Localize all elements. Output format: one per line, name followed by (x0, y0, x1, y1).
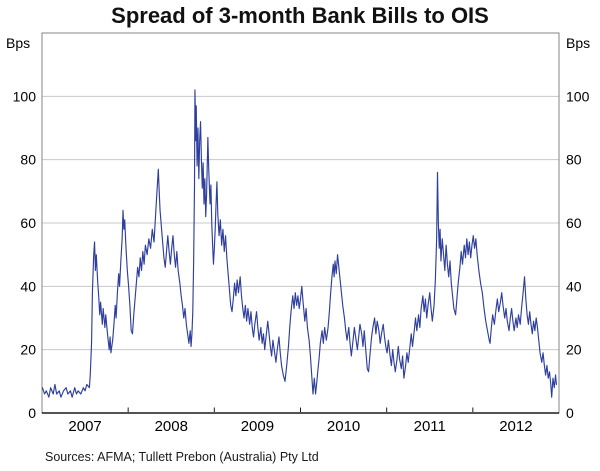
y-axis-label-left: 40 (20, 278, 36, 294)
y-axis-unit-right: Bps (566, 35, 591, 51)
y-axis-label-left: 20 (20, 342, 36, 358)
x-axis-label: 2009 (241, 418, 274, 435)
x-axis-label: 2011 (414, 418, 446, 435)
y-axis-label-right: 0 (566, 405, 574, 421)
y-axis-label-right: 100 (566, 88, 590, 104)
y-axis-label-right: 60 (566, 215, 582, 231)
y-axis-unit-left: Bps (6, 35, 31, 51)
y-axis-label-right: 80 (566, 152, 582, 168)
series-line (41, 89, 557, 398)
x-axis-label: 2008 (155, 418, 188, 435)
x-axis-label: 2007 (68, 418, 101, 435)
page-title: Spread of 3-month Bank Bills to OIS (111, 3, 489, 28)
sources-note: Sources: AFMA; Tullett Prebon (Australia… (45, 450, 319, 464)
y-axis-label-left: 80 (20, 152, 36, 168)
y-axis-label-left: 100 (13, 88, 37, 104)
y-axis-label-right: 20 (566, 342, 582, 358)
x-axis-label: 2012 (499, 418, 532, 435)
x-axis-label: 2010 (327, 418, 360, 435)
y-axis-label-right: 40 (566, 278, 582, 294)
y-axis-label-left: 0 (28, 405, 36, 421)
y-axis-label-left: 60 (20, 215, 36, 231)
